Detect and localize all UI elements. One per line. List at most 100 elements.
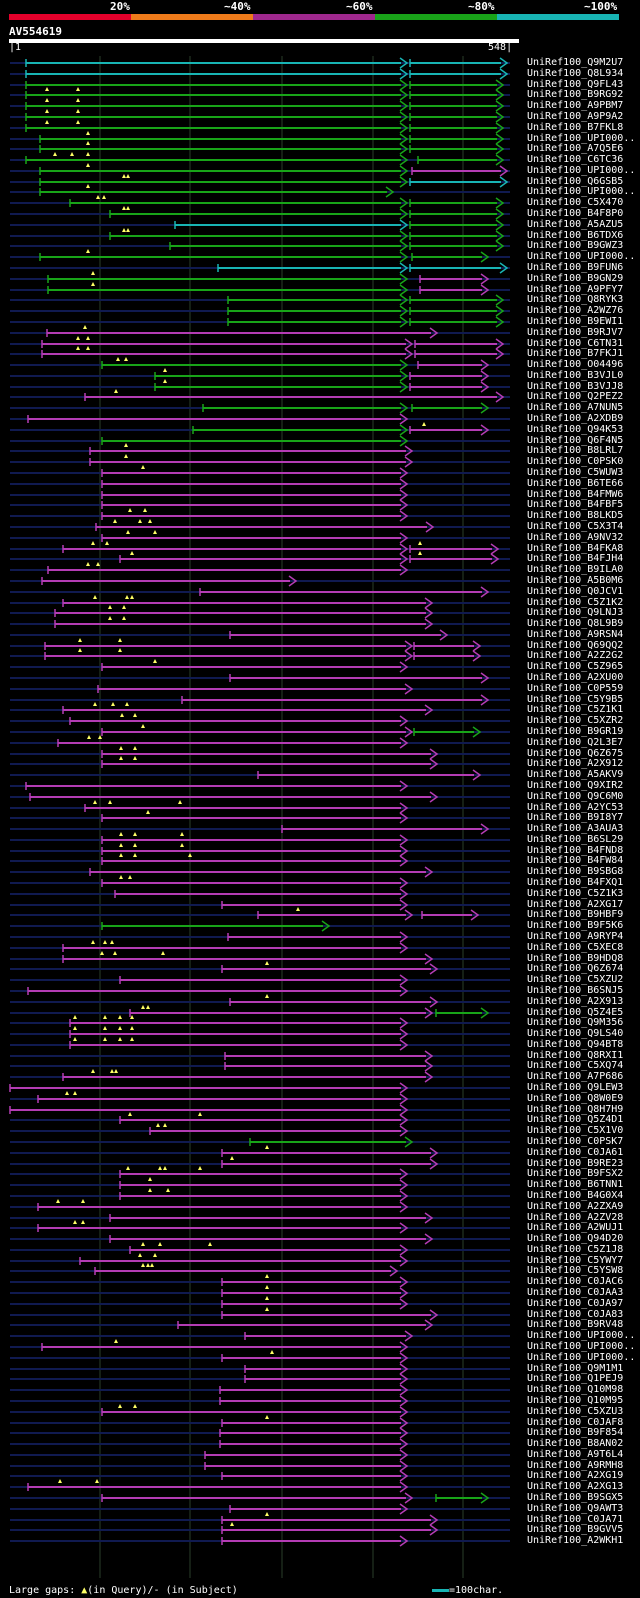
hit-label[interactable]: UniRef100_B3VJJ8	[527, 381, 624, 392]
hit-label[interactable]: UniRef100_B9SGX5	[527, 1492, 624, 1503]
hit-label[interactable]: UniRef100_B8LRL7	[527, 445, 624, 456]
hit-label[interactable]: UniRef100_Q8RYK3	[527, 294, 624, 305]
hit-label[interactable]: UniRef100_B9F5K6	[527, 920, 624, 931]
hit-label[interactable]: UniRef100_A3AUA3	[527, 823, 624, 834]
hit-label[interactable]: UniRef100_A2WUJ1	[527, 1222, 624, 1233]
hit-label[interactable]: UniRef100_Q9LS40	[527, 1028, 624, 1039]
hit-label[interactable]: UniRef100_C0JA61	[527, 1147, 624, 1158]
hit-label[interactable]: UniRef100_B6SNJ5	[527, 985, 624, 996]
hit-label[interactable]: UniRef100_A5B0M6	[527, 575, 624, 586]
hit-label[interactable]: UniRef100_A2XG17	[527, 899, 624, 910]
hit-label[interactable]: UniRef100_B6TNN1	[527, 1179, 624, 1190]
hit-label[interactable]: UniRef100_B4FMW6	[527, 489, 624, 500]
hit-label[interactable]: UniRef100_C0JAF8	[527, 1417, 624, 1428]
hit-label[interactable]: UniRef100_A9PBM7	[527, 100, 624, 111]
hit-label[interactable]: UniRef100_A9RMH8	[527, 1460, 624, 1471]
hit-label[interactable]: UniRef100_C5X3T4	[527, 521, 624, 532]
hit-label[interactable]: UniRef100_B9SBG8	[527, 866, 624, 877]
hit-label[interactable]: UniRef100_B4FXQ1	[527, 877, 624, 888]
hit-label[interactable]: UniRef100_A2ZV28	[527, 1212, 624, 1223]
hit-label[interactable]: UniRef100_UPI000..	[527, 186, 636, 197]
hit-label[interactable]: UniRef100_B9GVV5	[527, 1524, 624, 1535]
hit-label[interactable]: UniRef100_C5WUW3	[527, 467, 624, 478]
hit-label[interactable]: UniRef100_B9RJV7	[527, 327, 624, 338]
hit-label[interactable]: UniRef100_C5YWY7	[527, 1255, 624, 1266]
hit-label[interactable]: UniRef100_A9RSN4	[527, 629, 624, 640]
hit-label[interactable]: UniRef100_B9RG92	[527, 89, 624, 100]
hit-label[interactable]: UniRef100_Q94D20	[527, 1233, 624, 1244]
hit-label[interactable]: UniRef100_B7FKJ1	[527, 348, 624, 359]
hit-label[interactable]: UniRef100_B4FW84	[527, 855, 624, 866]
hit-label[interactable]: UniRef100_B9FSX2	[527, 1168, 624, 1179]
hit-label[interactable]: UniRef100_B6TDX6	[527, 230, 624, 241]
hit-label[interactable]: UniRef100_B9F854	[527, 1427, 624, 1438]
hit-label[interactable]: UniRef100_A9T6L4	[527, 1449, 624, 1460]
hit-label[interactable]: UniRef100_Q8H7H9	[527, 1104, 624, 1115]
hit-label[interactable]: UniRef100_A7NUN5	[527, 402, 624, 413]
hit-label[interactable]: UniRef100_C6TC36	[527, 154, 624, 165]
hit-label[interactable]: UniRef100_B4F8P0	[527, 208, 624, 219]
hit-label[interactable]: UniRef100_B7FKL8	[527, 122, 624, 133]
hit-label[interactable]: UniRef100_B9ILA0	[527, 564, 624, 575]
hit-label[interactable]: UniRef100_A2WZ76	[527, 305, 624, 316]
hit-label[interactable]: UniRef100_C6TN31	[527, 338, 624, 349]
hit-label[interactable]: UniRef100_A2XU00	[527, 672, 624, 683]
hit-label[interactable]: UniRef100_UPI000..	[527, 133, 636, 144]
hit-label[interactable]: UniRef100_Q0JCV1	[527, 586, 624, 597]
hit-label[interactable]: UniRef100_B9I8Y7	[527, 812, 624, 823]
hit-label[interactable]: UniRef100_C5Z965	[527, 661, 624, 672]
hit-label[interactable]: UniRef100_C0P559	[527, 683, 624, 694]
hit-label[interactable]: UniRef100_Q6GSB5	[527, 176, 624, 187]
hit-label[interactable]: UniRef100_C0JAC6	[527, 1276, 624, 1287]
hit-label[interactable]: UniRef100_B9EWI1	[527, 316, 624, 327]
hit-label[interactable]: UniRef100_C5XQ74	[527, 1060, 624, 1071]
hit-label[interactable]: UniRef100_B8LKD5	[527, 510, 624, 521]
hit-label[interactable]: UniRef100_Q2PEZ2	[527, 391, 624, 402]
hit-label[interactable]: UniRef100_B6SL29	[527, 834, 624, 845]
hit-label[interactable]: UniRef100_C5XZU2	[527, 974, 624, 985]
hit-label[interactable]: UniRef100_Q5Z4D1	[527, 1114, 624, 1125]
hit-label[interactable]: UniRef100_B3VJL0	[527, 370, 624, 381]
hit-label[interactable]: UniRef100_B9RV48	[527, 1319, 624, 1330]
hit-label[interactable]: UniRef100_C5Z1K3	[527, 888, 624, 899]
hit-label[interactable]: UniRef100_A9NV32	[527, 532, 624, 543]
hit-label[interactable]: UniRef100_Q8W0E9	[527, 1093, 624, 1104]
hit-label[interactable]: UniRef100_C5Z1J8	[527, 1244, 624, 1255]
hit-label[interactable]: UniRef100_C5XZR2	[527, 715, 624, 726]
hit-label[interactable]: UniRef100_C0PSK0	[527, 456, 624, 467]
hit-label[interactable]: UniRef100_C0JA97	[527, 1298, 624, 1309]
hit-label[interactable]: UniRef100_Q94BT8	[527, 1039, 624, 1050]
hit-label[interactable]: UniRef100_Q8L934	[527, 68, 624, 79]
hit-label[interactable]: UniRef100_Q9XIR2	[527, 780, 624, 791]
hit-label[interactable]: UniRef100_Q6Z675	[527, 748, 624, 759]
hit-label[interactable]: UniRef100_B9FUN6	[527, 262, 624, 273]
hit-label[interactable]: UniRef100_A2XG13	[527, 1481, 624, 1492]
hit-label[interactable]: UniRef100_B8AN02	[527, 1438, 624, 1449]
hit-label[interactable]: UniRef100_B9GR19	[527, 726, 624, 737]
hit-label[interactable]: UniRef100_A9RYP4	[527, 931, 624, 942]
hit-label[interactable]: UniRef100_C5Y9B5	[527, 694, 624, 705]
hit-label[interactable]: UniRef100_A9P9A2	[527, 111, 624, 122]
hit-label[interactable]: UniRef100_UPI000..	[527, 1352, 636, 1363]
hit-label[interactable]: UniRef100_B9GN29	[527, 273, 624, 284]
hit-label[interactable]: UniRef100_UPI000..	[527, 165, 636, 176]
hit-label[interactable]: UniRef100_Q9LNJ3	[527, 607, 624, 618]
hit-label[interactable]: UniRef100_Q10M95	[527, 1395, 624, 1406]
hit-label[interactable]: UniRef100_A2XG19	[527, 1470, 624, 1481]
hit-label[interactable]: UniRef100_Q9C6M0	[527, 791, 624, 802]
hit-label[interactable]: UniRef100_Q10M98	[527, 1384, 624, 1395]
hit-label[interactable]: UniRef100_O04496	[527, 359, 624, 370]
hit-label[interactable]: UniRef100_Q6F4N5	[527, 435, 624, 446]
hit-label[interactable]: UniRef100_A2X913	[527, 996, 624, 1007]
hit-label[interactable]: UniRef100_A7Q5E6	[527, 143, 624, 154]
hit-label[interactable]: UniRef100_A9PFY7	[527, 284, 624, 295]
hit-label[interactable]: UniRef100_Q69QQ2	[527, 640, 624, 651]
hit-label[interactable]: UniRef100_A7P686	[527, 1071, 624, 1082]
hit-label[interactable]: UniRef100_Q9M1M1	[527, 1363, 624, 1374]
hit-label[interactable]: UniRef100_B4FJH4	[527, 553, 624, 564]
hit-label[interactable]: UniRef100_C5Z1K1	[527, 704, 624, 715]
hit-label[interactable]: UniRef100_Q2L3E7	[527, 737, 624, 748]
hit-label[interactable]: UniRef100_UPI000..	[527, 251, 636, 262]
hit-label[interactable]: UniRef100_B9HBF9	[527, 909, 624, 920]
hit-label[interactable]: UniRef100_B4FKA8	[527, 543, 624, 554]
